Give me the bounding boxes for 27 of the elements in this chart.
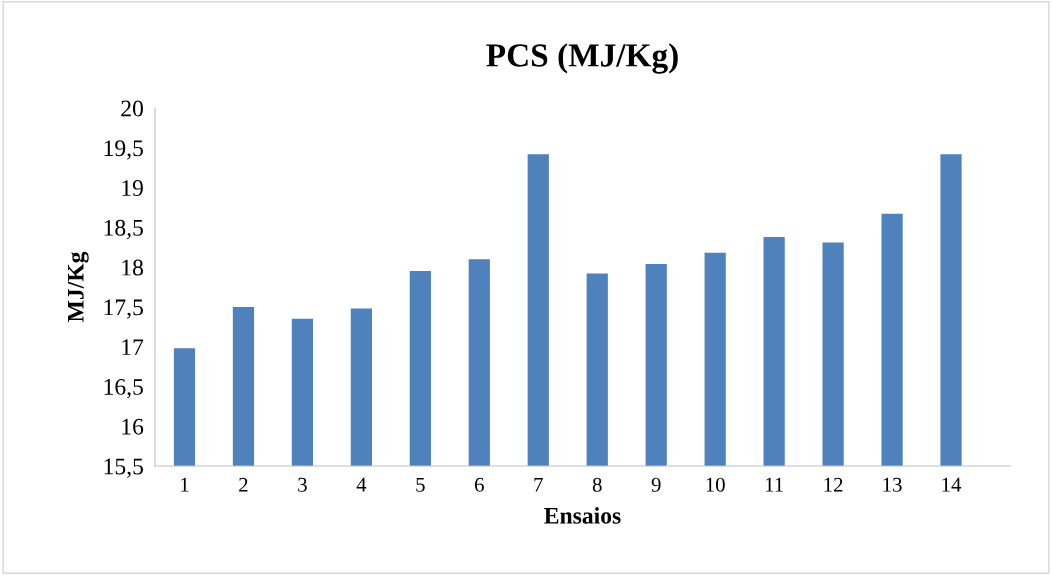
y-tick-label: 18 <box>122 259 143 276</box>
y-tick-label: 19 <box>122 180 143 196</box>
x-tick-label: 12 <box>824 477 843 492</box>
x-axis-title: Ensaios <box>544 507 621 524</box>
y-tick-label: 16,5 <box>104 379 143 399</box>
x-tick-label: 4 <box>356 477 367 492</box>
x-tick-label: 1 <box>181 477 189 492</box>
x-tick-label: 3 <box>298 477 307 492</box>
x-tick-label: 11 <box>765 477 783 492</box>
y-tick-label: 20 <box>121 100 143 117</box>
y-tick-label: 17,5 <box>104 299 143 319</box>
y-tick-label: 16 <box>122 418 144 435</box>
x-tick-label: 5 <box>416 477 425 492</box>
x-tick-label: 6 <box>475 477 484 492</box>
chart-title: PCS (MJ/Kg) <box>486 43 678 74</box>
x-tick-label: 9 <box>651 477 661 492</box>
x-tick-label: 2 <box>239 477 248 492</box>
x-tick-label: 14 <box>942 477 962 492</box>
y-tick-label: 17 <box>122 339 144 355</box>
x-tick-label: 7 <box>534 477 543 492</box>
y-axis-title: MJ/Kg <box>67 251 89 323</box>
x-tick-label: 13 <box>883 477 902 492</box>
x-tick-label: 8 <box>592 477 602 492</box>
y-tick-label: 15,5 <box>104 458 143 478</box>
y-tick-label: 19,5 <box>104 140 143 160</box>
x-tick-label: 10 <box>706 477 725 492</box>
y-tick-label: 18,5 <box>104 219 143 240</box>
